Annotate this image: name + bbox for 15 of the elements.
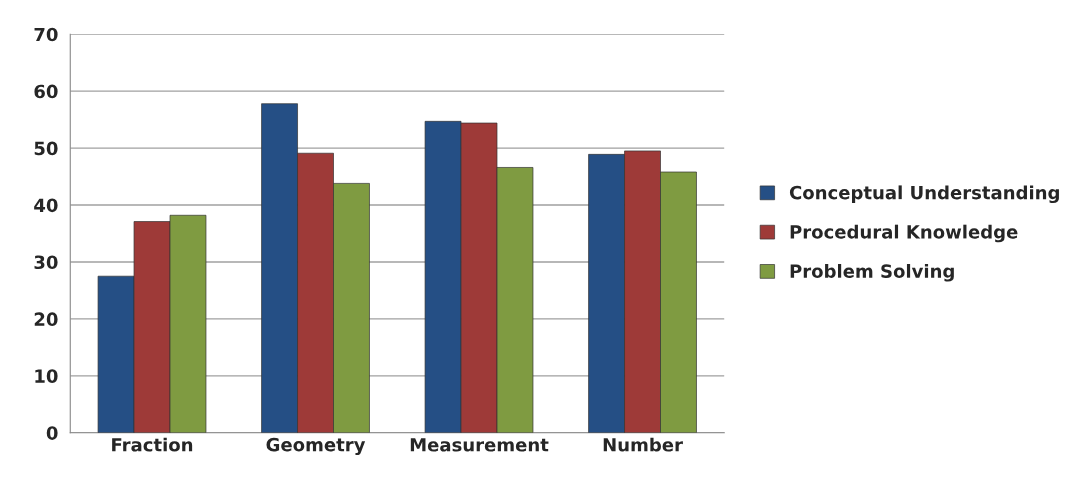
y-tick-label: 40	[34, 198, 58, 213]
x-tick-label: Measurement	[410, 438, 549, 452]
y-tick-label: 10	[35, 369, 58, 383]
y-tick-label: 60	[34, 84, 58, 99]
y-tick-label: 30	[34, 255, 58, 270]
x-tick-label: Geometry	[266, 437, 366, 456]
legend-label: Conceptual Understanding	[789, 185, 1059, 204]
x-tick-label: Fraction	[112, 437, 193, 452]
y-tick-label: 50	[34, 141, 58, 156]
x-tick-label: Number	[603, 437, 683, 452]
legend-label: Problem Solving	[790, 263, 954, 282]
legend-label: Procedural Knowledge	[790, 224, 1018, 243]
y-tick-label: 20	[34, 312, 58, 327]
y-tick-label: 70	[34, 27, 58, 42]
y-tick-label: 0	[46, 426, 58, 440]
